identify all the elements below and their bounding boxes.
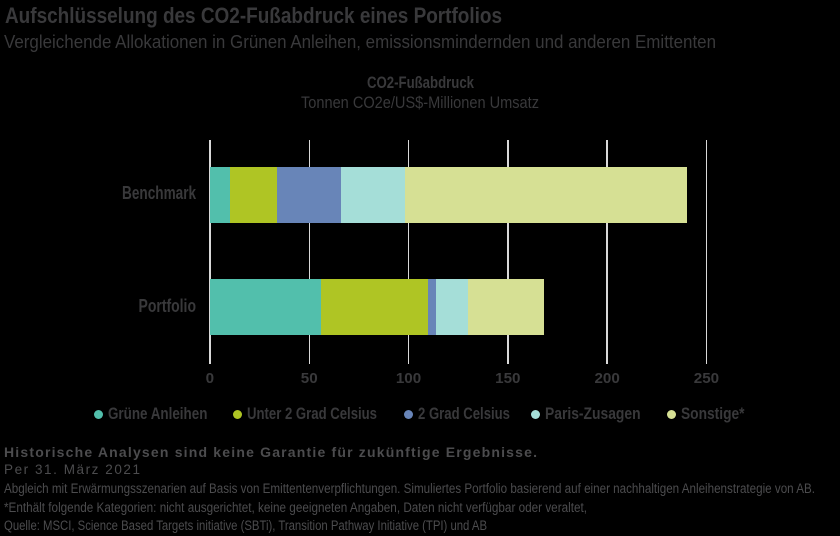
gridline-x-50	[308, 139, 310, 364]
bar-segment	[340, 167, 405, 224]
category-label-portfolio: Portfolio	[138, 296, 197, 317]
bar-benchmark	[209, 167, 687, 224]
legend-item: Sonstige*	[666, 404, 757, 423]
legend-swatch-icon	[232, 409, 242, 419]
legend-item: Paris-Zusagen	[530, 404, 659, 423]
footnote-line: Historische Analysen sind keine Garantie…	[4, 443, 539, 460]
legend-swatch-icon	[530, 409, 540, 419]
bar-segment	[321, 279, 429, 336]
legend-item: Grüne Anleihen	[94, 406, 230, 422]
bar-segment	[436, 279, 469, 336]
legend-swatch-icon	[94, 409, 104, 419]
bar-segment	[229, 167, 278, 224]
gridline-x-200	[606, 139, 608, 364]
legend-label: Unter 2 Grad Celsius	[246, 404, 377, 423]
legend-label: Grüne Anleihen	[108, 404, 208, 423]
bar-portfolio	[209, 279, 544, 336]
x-tick-label-0: 0	[205, 370, 215, 388]
page-title: Aufschlüsselung des CO2-Fußabdruck eines…	[5, 2, 502, 28]
legend-swatch-icon	[666, 409, 676, 419]
category-label-benchmark: Benchmark	[122, 183, 196, 203]
x-tick-label-200: 200	[594, 370, 620, 388]
x-tick-label-100: 100	[395, 370, 422, 388]
bar-segment	[209, 279, 322, 336]
footnote-line: Quelle: MSCI, Science Based Targets init…	[4, 518, 487, 534]
bar-segment	[277, 167, 341, 224]
x-tick-label-150: 150	[495, 370, 521, 388]
gridline-x-100	[407, 139, 410, 364]
legend-label: Paris-Zusagen	[544, 404, 641, 423]
bar-segment	[468, 279, 544, 336]
bar-segment	[209, 167, 230, 224]
legend-label: Sonstige*	[680, 404, 745, 423]
legend-item: Unter 2 Grad Celsius	[232, 404, 410, 423]
page-subtitle: Vergleichende Allokationen in Grünen Anl…	[4, 31, 716, 52]
footnote-line: Abgleich mit Erwärmungsszenarien auf Bas…	[4, 481, 815, 496]
footnote-line: Per 31. März 2021	[4, 462, 142, 478]
gridline-x-0	[209, 139, 211, 364]
gridline-x-250	[705, 139, 708, 364]
legend-item: 2 Grad Celsius	[404, 406, 534, 422]
x-tick-label-50: 50	[300, 370, 318, 388]
legend-swatch-icon	[404, 409, 413, 419]
x-tick-label-250: 250	[693, 370, 720, 388]
legend-label: 2 Grad Celsius	[418, 404, 510, 423]
bar-segment	[428, 279, 437, 336]
bar-segment	[404, 167, 687, 224]
gridline-x-150	[507, 139, 509, 364]
chart-title: CO2-Fußabdruck	[366, 73, 474, 92]
chart-units-label: Tonnen CO2e/US$-Millionen Umsatz	[301, 92, 539, 112]
footnote-line: *Enthält folgende Kategorien: nicht ausg…	[4, 499, 587, 515]
